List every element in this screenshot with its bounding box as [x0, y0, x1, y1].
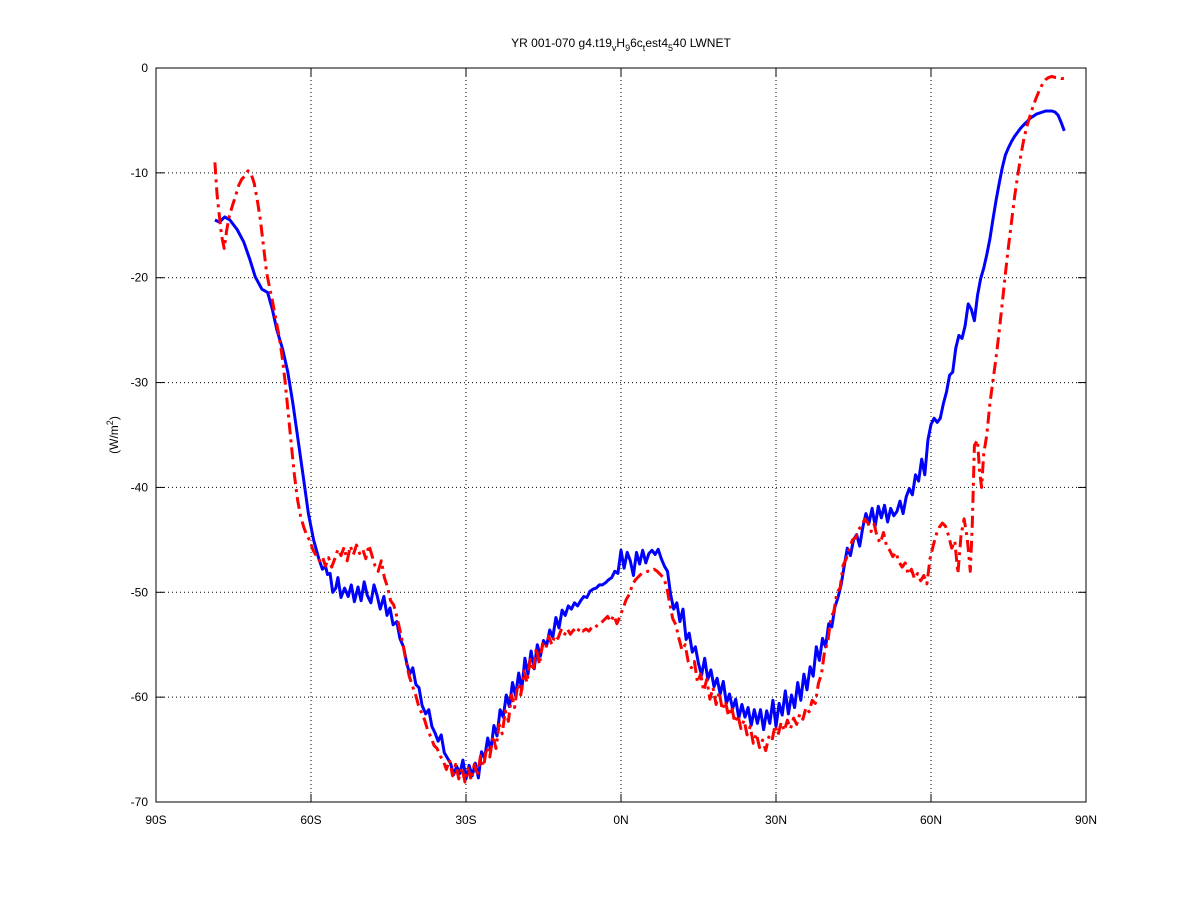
chart-title-part: 5: [668, 43, 673, 53]
x-tick-label: 60N: [920, 813, 942, 827]
chart-title-part: H: [616, 36, 625, 50]
x-tick-label: 90S: [145, 813, 166, 827]
y-tick-label: 0: [141, 61, 148, 75]
chart-title-part: v: [612, 43, 617, 53]
x-tick-label: 0N: [613, 813, 628, 827]
x-tick-label: 90N: [1075, 813, 1097, 827]
y-tick-label: -60: [131, 690, 149, 704]
y-axis-label-main: (W/m: [107, 425, 121, 454]
grid-lines: [156, 68, 1086, 802]
chart-title-part: est4: [645, 36, 668, 50]
y-tick-label: -40: [131, 480, 149, 494]
x-tick-label: 30S: [455, 813, 476, 827]
series-line-1: [214, 109, 1066, 781]
chart-title-part: t: [643, 43, 646, 53]
y-tick-label: -70: [131, 795, 149, 809]
chart-title: YR 001-070 g4.t19vH96ctest4540 LWNET: [511, 36, 731, 53]
x-tick-label: 30N: [765, 813, 787, 827]
chart-title-part: 6c: [630, 36, 643, 50]
series-line-2: [213, 74, 1065, 784]
axis-ticks: 90S 60S 30S 0N 30N 60N 90N 0 -10 -20 -30 -40 -50 -60 -…: [131, 61, 1097, 827]
y-tick-label: -20: [131, 271, 149, 285]
y-axis-label-close: ): [107, 416, 121, 420]
y-axis-label-sup: 2: [105, 420, 115, 425]
chart-title-part: 9: [625, 43, 630, 53]
y-axis-label: (W/m2): [105, 416, 121, 454]
x-tick-label: 60S: [300, 813, 321, 827]
chart-title-part: 40 LWNET: [673, 36, 731, 50]
data-series: [213, 74, 1066, 784]
y-tick-label: -50: [131, 585, 149, 599]
y-tick-label: -10: [131, 166, 149, 180]
chart-title-part: YR 001-070 g4.t19: [511, 36, 612, 50]
y-tick-label: -30: [131, 376, 149, 390]
